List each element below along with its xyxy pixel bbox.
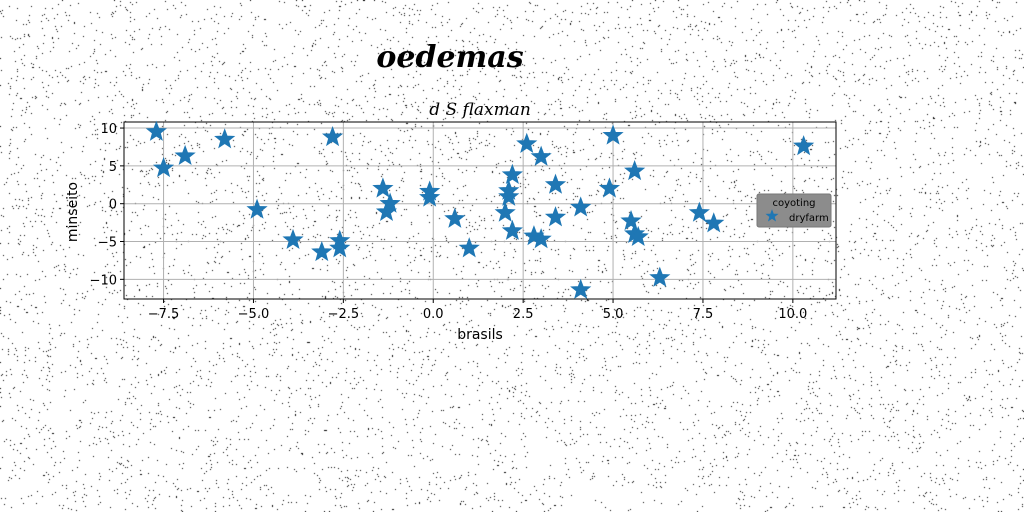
x-tick-label: 5.0	[603, 307, 624, 322]
grid-lines	[124, 122, 836, 299]
y-tick-label: −5	[98, 236, 117, 251]
x-axis-label: brasils	[457, 327, 503, 343]
data-point-star	[379, 192, 401, 213]
data-point-star	[649, 266, 671, 287]
data-point-star	[516, 132, 538, 153]
chart-subtitle: d S flaxman	[429, 100, 531, 120]
legend-entry-dryfarm: dryfarm	[789, 213, 829, 224]
data-point-star	[458, 237, 480, 258]
data-point-star	[602, 124, 624, 145]
data-point-star	[627, 225, 649, 246]
data-point-star	[530, 145, 552, 166]
data-point-star	[498, 185, 520, 206]
data-point-star	[419, 186, 441, 207]
legend-title: coyoting	[772, 198, 815, 209]
y-tick-label: 5	[109, 160, 117, 175]
data-point-star	[214, 128, 236, 149]
chart-title: oedemas	[376, 40, 523, 75]
data-point-star	[246, 198, 268, 219]
x-tick-label: −7.5	[148, 307, 180, 322]
x-tick-label: −2.5	[328, 307, 360, 322]
data-point-star	[494, 201, 516, 222]
y-tick-label: −10	[90, 273, 117, 288]
data-point-star	[174, 144, 196, 166]
data-point-star	[321, 125, 344, 147]
data-point-star	[145, 120, 167, 141]
data-point-star	[282, 228, 304, 250]
data-point-star	[544, 206, 567, 227]
legend-box	[756, 193, 832, 228]
x-tick-label: 10.0	[778, 307, 807, 322]
y-tick-label: 10	[100, 122, 117, 137]
x-tick-label: −5.0	[238, 307, 270, 322]
data-point-star	[570, 278, 592, 299]
legend-marker-star	[765, 209, 779, 222]
data-point-star	[570, 196, 592, 217]
x-tick-label: 2.5	[513, 307, 534, 322]
y-tick-label: 0	[109, 198, 117, 213]
data-point-star	[501, 163, 523, 184]
y-axis-ticks: 10 5 0 −5 −10	[90, 122, 124, 288]
data-point-star	[152, 156, 175, 178]
x-axis-ticks: −7.5 −5.0 −2.5 0.0 2.5 5.0 7.5 10.0	[148, 299, 807, 322]
data-point-star	[688, 201, 710, 222]
data-point-star	[498, 179, 520, 200]
data-point-star	[419, 180, 441, 201]
data-point-star	[703, 212, 725, 233]
data-point-star	[624, 160, 646, 181]
x-tick-label: 0.0	[423, 307, 444, 322]
data-point-star	[501, 219, 523, 240]
data-point-star	[620, 209, 642, 231]
data-point-star	[311, 240, 333, 262]
legend: coyoting dryfarm	[756, 193, 832, 228]
x-tick-label: 7.5	[693, 307, 714, 322]
data-point-star	[530, 228, 552, 249]
data-point-star	[444, 207, 466, 228]
legend-star-marker	[765, 209, 779, 222]
data-point-star	[793, 135, 815, 156]
data-point-star	[329, 237, 351, 258]
data-point-star	[598, 177, 621, 198]
data-point-star	[544, 173, 567, 194]
data-point-star	[372, 177, 394, 198]
data-points	[145, 120, 815, 299]
plot-area-frame	[123, 121, 837, 300]
y-axis-label: minseito	[65, 182, 81, 242]
